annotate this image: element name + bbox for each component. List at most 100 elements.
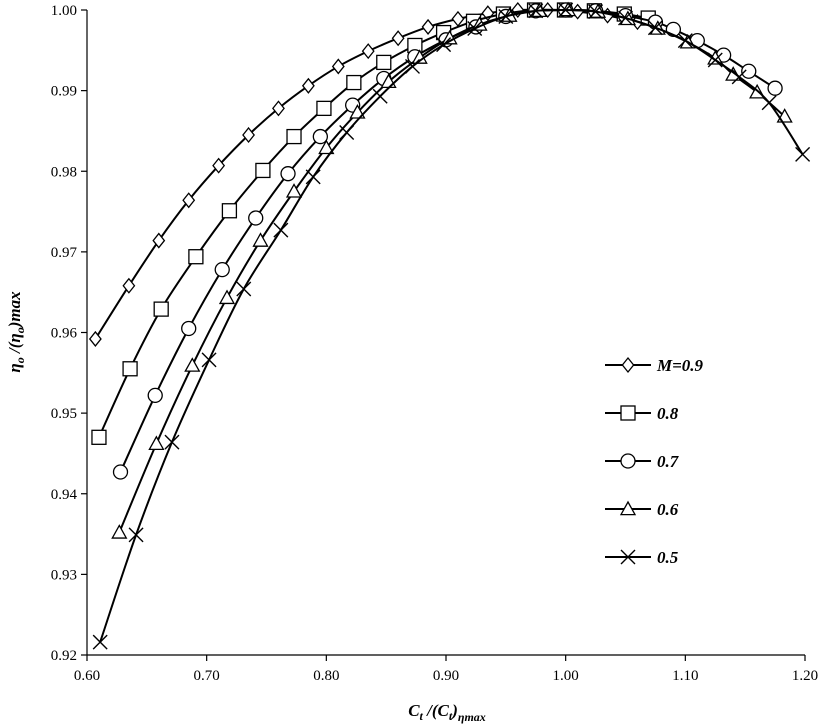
- data-point-circle: [214, 261, 230, 278]
- data-point-diamond: [212, 157, 226, 174]
- data-point-circle: [741, 63, 757, 79]
- data-point-diamond: [301, 77, 315, 94]
- data-point-x: [436, 37, 452, 53]
- y-tick-label: 0.94: [51, 487, 78, 503]
- series-line-1: [98, 8, 649, 438]
- y-tick-label: 0.93: [51, 567, 77, 583]
- x-tick-label: 1.00: [553, 668, 579, 684]
- data-point-diamond: [182, 192, 196, 209]
- data-point-diamond: [361, 43, 375, 60]
- series-3: [111, 1, 793, 539]
- legend-label: 0.6: [657, 500, 679, 519]
- data-point-triangle: [218, 289, 236, 305]
- data-point-diamond: [331, 58, 345, 75]
- data-point-x: [236, 281, 252, 297]
- y-tick-group: 0.92 0.93 0.94 0.95 0.96 0.97 0.98 0.99 1.00: [51, 3, 87, 664]
- legend-marker-square: [620, 405, 636, 421]
- data-point-diamond: [242, 126, 255, 144]
- x-tick-label: 0.70: [194, 668, 220, 684]
- data-point-x: [707, 52, 723, 68]
- y-tick-label: 0.95: [51, 406, 77, 422]
- legend-label: 0.5: [657, 548, 679, 567]
- y-tick-label: 0.92: [51, 648, 77, 664]
- data-point-square: [153, 301, 169, 317]
- data-point-triangle: [148, 435, 165, 451]
- data-point-x: [92, 634, 108, 650]
- x-tick-label: 0.90: [433, 668, 459, 684]
- data-point-diamond: [122, 277, 136, 294]
- legend-item-2: 0.7: [605, 452, 680, 471]
- data-point-x: [558, 2, 574, 18]
- x-tick-label: 1.20: [792, 668, 818, 684]
- series-layer: [88, 1, 811, 650]
- data-point-diamond: [152, 232, 166, 249]
- legend: M=0.9 0.8 0.7 0.6 0.5: [605, 356, 704, 567]
- data-point-x: [273, 222, 289, 238]
- legend-marker-circle: [620, 453, 636, 469]
- data-point-triangle: [318, 139, 335, 155]
- series-4: [92, 2, 811, 650]
- data-point-triangle: [441, 29, 458, 45]
- data-point-circle: [280, 166, 296, 182]
- data-point-circle: [147, 387, 163, 404]
- data-point-circle: [181, 320, 197, 337]
- data-point-diamond: [272, 100, 285, 117]
- x-tick-group: 0.60 0.70 0.80 0.90 1.00 1.10 1.20: [74, 655, 818, 684]
- data-point-circle: [112, 464, 129, 480]
- data-point-square: [91, 429, 107, 445]
- data-point-x: [498, 8, 514, 24]
- data-point-x: [128, 527, 144, 543]
- data-point-diamond: [571, 3, 585, 20]
- data-point-square: [188, 249, 204, 265]
- y-tick-label: 1.00: [51, 3, 77, 19]
- data-point-diamond: [421, 18, 435, 35]
- data-point-x: [467, 21, 483, 37]
- series-0: [88, 1, 644, 347]
- y-tick-label: 0.99: [51, 84, 77, 100]
- data-point-x: [677, 33, 693, 49]
- data-point-x: [164, 434, 180, 450]
- data-point-square: [316, 100, 332, 117]
- data-point-x: [588, 4, 604, 20]
- x-tick-label: 1.10: [672, 668, 698, 684]
- data-point-x: [305, 169, 321, 185]
- data-point-x: [201, 352, 217, 368]
- data-point-square: [122, 361, 138, 377]
- data-point-x: [618, 10, 633, 26]
- data-point-triangle: [184, 357, 201, 372]
- data-point-diamond: [391, 30, 405, 47]
- data-point-triangle: [411, 49, 428, 64]
- data-point-x: [339, 125, 355, 141]
- data-point-x: [404, 58, 420, 74]
- legend-item-0: M=0.9: [605, 356, 704, 375]
- data-point-x: [528, 3, 544, 19]
- legend-marker-x: [620, 549, 636, 565]
- data-point-triangle: [252, 232, 269, 247]
- data-point-x: [647, 20, 663, 36]
- data-point-x: [761, 95, 777, 111]
- data-point-square: [221, 203, 238, 219]
- data-point-diamond: [451, 10, 465, 27]
- data-point-square: [376, 54, 392, 71]
- legend-label: 0.7: [657, 452, 680, 471]
- data-point-circle: [312, 128, 329, 145]
- data-point-diamond: [481, 5, 495, 22]
- x-tick-label: 0.80: [313, 668, 339, 684]
- y-tick-label: 0.97: [51, 245, 78, 261]
- data-point-diamond: [88, 330, 102, 347]
- x-tick-label: 0.60: [74, 668, 100, 684]
- series-line-2: [119, 8, 776, 473]
- y-tick-label: 0.98: [51, 164, 77, 180]
- series-2: [112, 2, 783, 480]
- data-point-x: [795, 146, 811, 162]
- series-line-0: [94, 8, 638, 340]
- data-point-triangle: [285, 183, 303, 198]
- data-point-circle: [248, 210, 264, 226]
- data-point-square: [346, 74, 362, 91]
- legend-label: 0.8: [657, 404, 679, 423]
- y-axis-label: ηo /(ηo)max: [5, 291, 27, 373]
- data-point-circle: [767, 80, 783, 96]
- legend-marker-triangle: [619, 500, 637, 516]
- legend-label: M=0.9: [656, 356, 704, 375]
- legend-item-4: 0.5: [605, 548, 679, 567]
